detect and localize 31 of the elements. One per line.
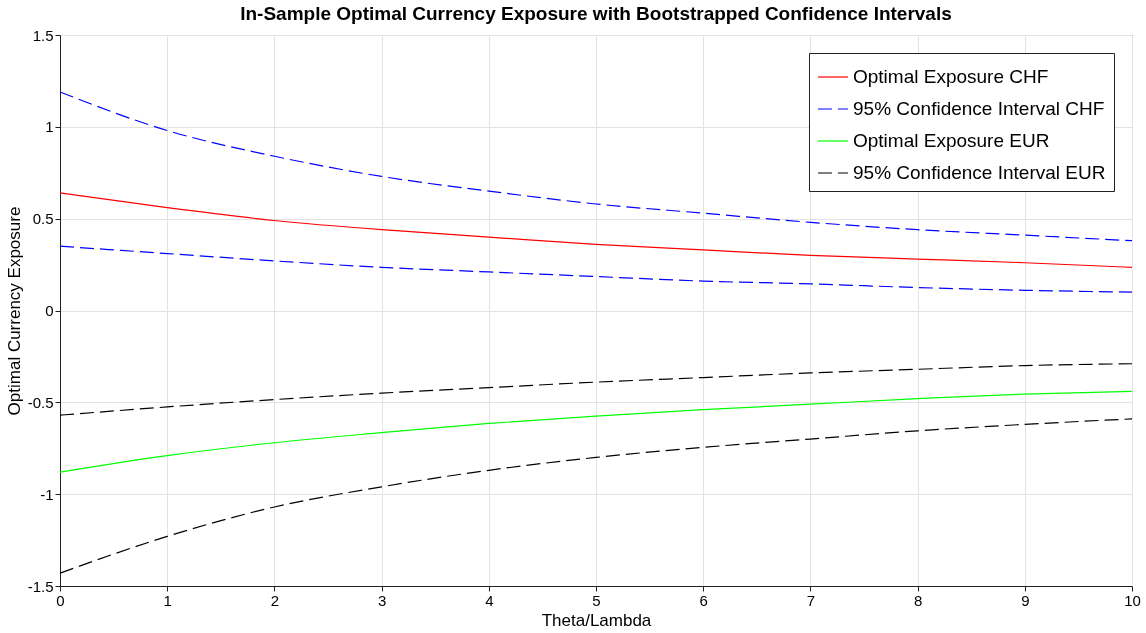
line-series [59,418,1133,574]
x-tick-label: 8 [913,591,923,609]
line-series [59,192,1133,268]
y-tick-label: -1 [40,485,54,503]
legend-label: Optimal Exposure EUR [853,130,1050,151]
x-tick-label: 1 [163,591,172,609]
line-series [59,245,1133,293]
y-tick-label: 0.5 [32,210,54,228]
chart-title: In-Sample Optimal Currency Exposure with Bootstrapped Confidence Intervals [240,3,952,24]
x-tick-label: 6 [699,591,708,609]
x-tick-label: 9 [1021,591,1030,609]
line-series [59,363,1133,416]
x-axis-title: Theta/Lambda [541,610,652,630]
x-tick-label: 10 [1124,591,1141,609]
legend-label: Optimal Exposure CHF [853,66,1049,87]
y-tick-label: 0 [45,302,54,319]
x-tick-label: 0 [56,591,65,609]
x-tick-label: 4 [485,591,494,609]
x-tick-label: 5 [592,591,601,609]
x-tick-label: 2 [270,591,280,609]
y-tick-label: -1.5 [27,577,54,595]
x-tick-label: 3 [377,591,387,609]
y-tick-label: -0.5 [27,393,54,411]
legend-label: 95% Confidence Interval EUR [853,162,1106,183]
y-tick-label: 1 [45,118,54,136]
legend-label: 95% Confidence Interval CHF [853,98,1105,119]
x-tick-label: 7 [806,591,816,609]
y-axis-title: Optimal Currency Exposure [4,206,24,416]
y-tick-label: 1.5 [32,26,54,44]
line-series [59,390,1133,473]
line-series [59,91,1133,242]
